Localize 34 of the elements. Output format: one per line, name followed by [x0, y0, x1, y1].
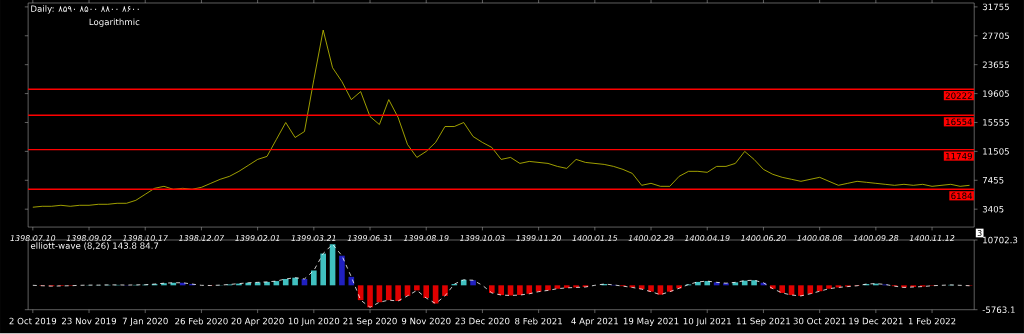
y-tick-label: 27705	[982, 32, 1009, 40]
x-tick-label: 10 Jun 2020	[288, 317, 340, 327]
x-tick-label: 26 Feb 2020	[175, 317, 228, 325]
y-tick-label: 19605	[983, 90, 1009, 98]
y-tick-label: 23655	[982, 61, 1009, 69]
y-tick-label: 10702.3	[983, 236, 1018, 244]
x-tick-label: 7 Jan 2020	[122, 317, 168, 327]
y-tick-label: 7455	[982, 177, 1004, 184]
x-tick-label: 2 Oct 2019	[9, 317, 57, 325]
chart-title: Daily: ۸۵۹۰ ۸۵۰۰ ۸۸۰۰ ۸۶۰۰	[31, 5, 139, 14]
x-tick-label: 8 Feb 2021	[515, 317, 562, 325]
x-tick-label: 1 Feb 2022	[908, 317, 956, 325]
x-tick-label: 11 Sep 2021	[737, 317, 790, 327]
x-tick-label: 9 Nov 2020	[401, 317, 451, 325]
text: Logarithmic	[89, 18, 140, 28]
chart-title: elliott-wave (8,26) 143.8 84.7	[30, 242, 159, 251]
x-tick-label: 19 May 2021	[623, 317, 679, 327]
ref-line-label: 20222	[945, 92, 972, 100]
x-tick-label: 19 Dec 2021	[849, 317, 903, 325]
x-tick-label: 30 Oct 2021	[793, 317, 846, 325]
y-tick-label: 3405	[982, 206, 1004, 213]
y-tick-label: 31755	[982, 3, 1009, 11]
x-tick-label: 4 Apr 2021	[571, 317, 618, 327]
y-tick-label: -5763.1	[982, 306, 1015, 314]
ref-line-label: 11749	[946, 153, 972, 160]
x-tick-label: 10 Jul 2021	[683, 317, 731, 327]
y-tick-label: 11505	[983, 148, 1009, 155]
x-tick-label: 21 Sep 2020	[343, 317, 397, 327]
x-tick-label: 23 Nov 2019	[62, 317, 117, 325]
x-tick-label: 20 Apr 2020	[231, 317, 284, 327]
x-tick-label: 23 Dec 2020	[455, 317, 510, 325]
y-tick-label: 15555	[983, 119, 1009, 126]
ref-line-label: 16554	[946, 118, 973, 126]
ref-line-label: 6184	[951, 192, 973, 200]
